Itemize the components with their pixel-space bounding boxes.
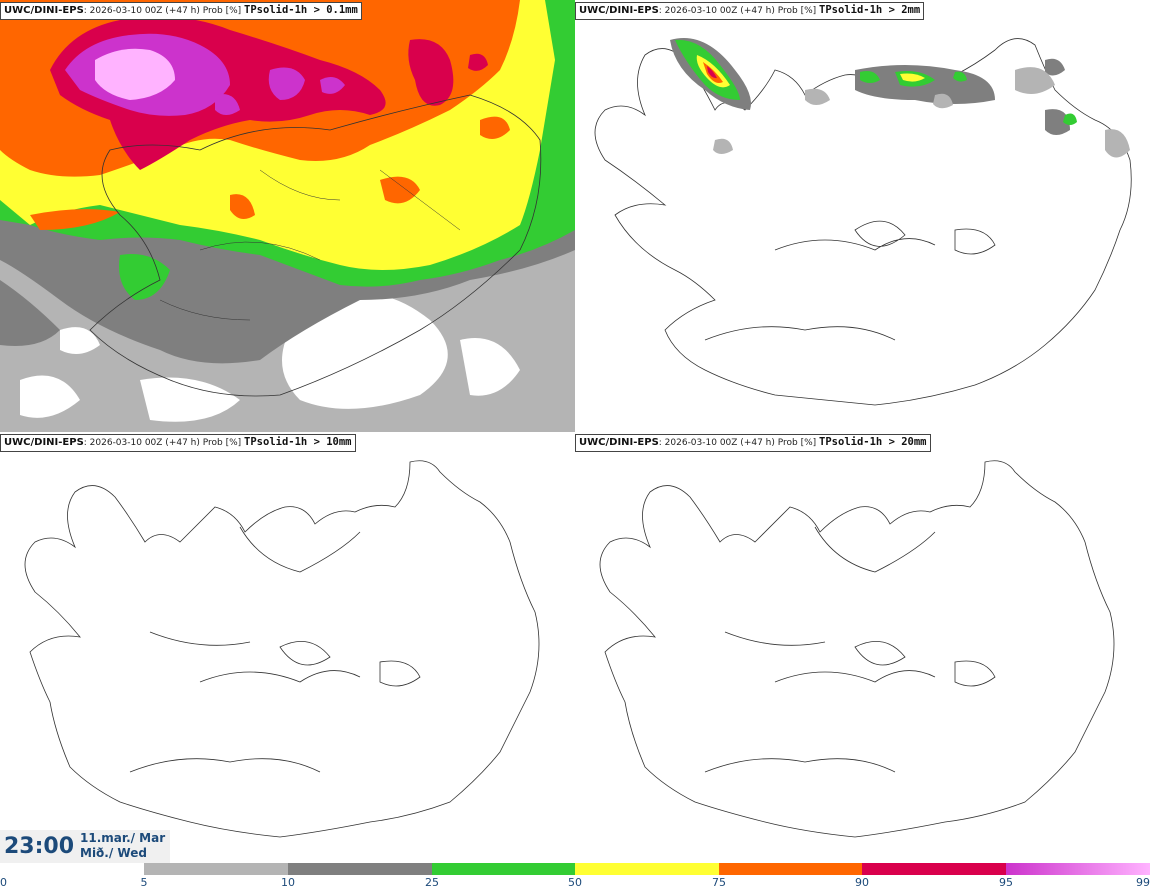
colorbar: 0 5 10 25 50 75 90 95 99 [0, 862, 1150, 891]
prob-map-20mm [575, 432, 1150, 864]
fill-white-patch [140, 377, 240, 422]
parameter-label: TPsolid-1h > 10mm [244, 436, 352, 448]
colorbar-segment [288, 863, 432, 875]
run-meta: : 2026-03-10 00Z (+47 h) Prob [%] [83, 438, 245, 448]
fill-orange [380, 176, 420, 204]
fill-white-patch [20, 375, 80, 418]
colorbar-tick: 99 [1136, 876, 1150, 889]
fill-red [707, 66, 717, 79]
colorbar-tick: 25 [425, 876, 439, 889]
map-panel-0-1mm: UWC/DINI-EPS: 2026-03-10 00Z (+47 h) Pro… [0, 0, 575, 432]
colorbar-segment [144, 863, 288, 875]
parameter-label: TPsolid-1h > 0.1mm [244, 4, 358, 16]
panel-title: UWC/DINI-EPS: 2026-03-10 00Z (+47 h) Pro… [575, 2, 925, 20]
map-panel-2mm: UWC/DINI-EPS: 2026-03-10 00Z (+47 h) Pro… [575, 0, 1150, 432]
colorbar-segment [432, 863, 575, 875]
fill-orange [30, 209, 120, 230]
fill-green [860, 71, 880, 83]
colorbar-tick: 95 [999, 876, 1013, 889]
fill-light-gray [1105, 129, 1130, 158]
fill-green [119, 254, 170, 300]
panel-title: UWC/DINI-EPS: 2026-03-10 00Z (+47 h) Pro… [575, 434, 931, 452]
fill-magenta [320, 76, 345, 94]
fill-magenta [268, 67, 305, 100]
colorbar-tick: 50 [568, 876, 582, 889]
fill-dark-gray [0, 280, 60, 346]
colorbar-segment [719, 863, 862, 875]
fill-light-gray [805, 88, 830, 105]
colorbar-tick: 90 [855, 876, 869, 889]
colorbar-tick: 10 [281, 876, 295, 889]
fill-white-patch [282, 293, 448, 409]
parameter-label: TPsolid-1h > 2mm [819, 4, 921, 16]
fill-yellow [900, 73, 925, 82]
fill-pink [95, 48, 175, 100]
valid-time: 23:00 [4, 834, 75, 859]
colorbar-segment [575, 863, 719, 875]
colorbar-tick: 0 [0, 876, 7, 889]
colorbar-segment [1006, 863, 1150, 875]
fill-light-gray [933, 93, 953, 109]
fill-magenta [215, 94, 240, 115]
fill-red [468, 53, 488, 71]
iceland-outline [599, 460, 1115, 838]
panel-title: UWC/DINI-EPS: 2026-03-10 00Z (+47 h) Pro… [0, 2, 362, 20]
fill-dark-gray [1045, 58, 1065, 76]
prob-map-0-1mm [0, 0, 575, 432]
model-name: UWC/DINI-EPS [579, 437, 659, 448]
prob-map-10mm [0, 432, 575, 864]
fill-dark-gray [1045, 109, 1070, 135]
run-meta: : 2026-03-10 00Z (+47 h) Prob [%] [83, 6, 245, 16]
valid-time-box: 23:00 11.mar./ Mar Mið./ Wed [0, 830, 170, 864]
fill-red [408, 39, 454, 106]
parameter-label: TPsolid-1h > 20mm [819, 436, 927, 448]
coastline [89, 94, 542, 397]
map-panel-10mm: UWC/DINI-EPS: 2026-03-10 00Z (+47 h) Pro… [0, 432, 575, 864]
valid-date: 11.mar./ Mar [80, 831, 166, 845]
fill-green [1063, 113, 1077, 125]
colorbar-segment [862, 863, 1006, 875]
inland-lines [159, 169, 461, 321]
fill-white-patch [60, 327, 100, 354]
model-name: UWC/DINI-EPS [4, 5, 84, 16]
model-name: UWC/DINI-EPS [579, 5, 659, 16]
colorbar-segment [0, 863, 144, 875]
panel-title: UWC/DINI-EPS: 2026-03-10 00Z (+47 h) Pro… [0, 434, 356, 452]
iceland-outline [24, 460, 540, 838]
run-meta: : 2026-03-10 00Z (+47 h) Prob [%] [658, 438, 820, 448]
map-panel-20mm: UWC/DINI-EPS: 2026-03-10 00Z (+47 h) Pro… [575, 432, 1150, 864]
model-name: UWC/DINI-EPS [4, 437, 84, 448]
fill-orange [480, 116, 510, 139]
fill-light-gray [713, 138, 733, 154]
colorbar-tick: 5 [140, 876, 148, 889]
fill-white-patch [460, 338, 520, 396]
colorbar-tick: 75 [712, 876, 726, 889]
prob-map-2mm [575, 0, 1150, 432]
fill-green [953, 71, 967, 82]
valid-weekday: Mið./ Wed [80, 846, 147, 860]
fill-light-gray [1015, 67, 1055, 94]
run-meta: : 2026-03-10 00Z (+47 h) Prob [%] [658, 6, 820, 16]
fill-orange [230, 194, 255, 219]
